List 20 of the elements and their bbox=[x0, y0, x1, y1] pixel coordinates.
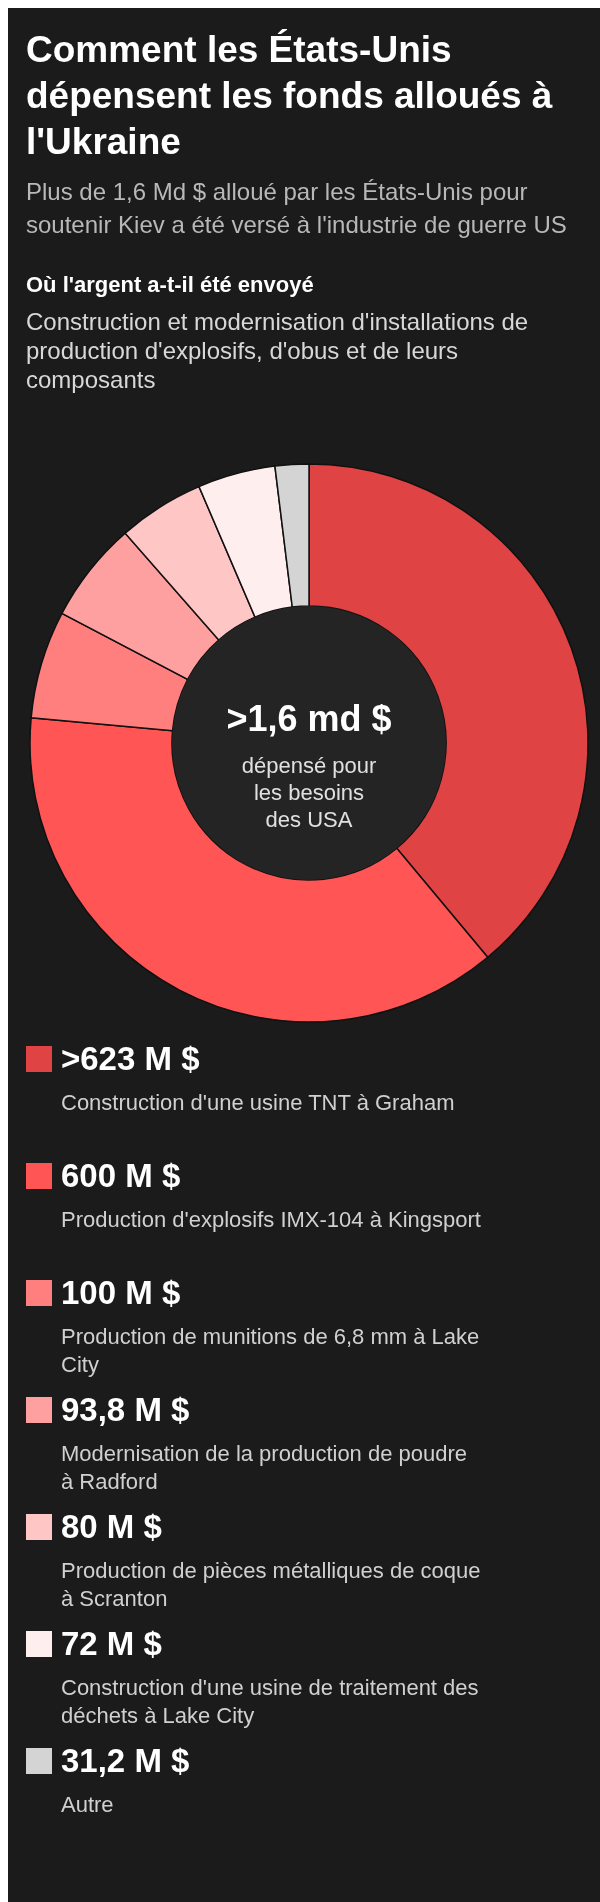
legend-label: Production de pièces métalliques de coque à Scranton bbox=[61, 1558, 481, 1611]
data-label: >623 M $ bbox=[61, 1040, 200, 1077]
text: >1,6 md $ bbox=[226, 698, 392, 739]
legend-label: Production de munitions de 6,8 mm à Lake City bbox=[61, 1324, 480, 1377]
data-label: 80 M $ bbox=[61, 1508, 162, 1545]
legend-label: Construction d'une usine TNT à Graham bbox=[61, 1090, 455, 1115]
data-label: 100 M $ bbox=[61, 1274, 181, 1311]
text: Où l'argent a-t-il été envoyé bbox=[26, 272, 314, 297]
text: dépensé pour les besoins des USA bbox=[241, 753, 377, 832]
data-label: 72 M $ bbox=[61, 1625, 162, 1662]
legend-label: Autre bbox=[61, 1792, 114, 1817]
data-label: 93,8 M $ bbox=[61, 1391, 190, 1428]
chart-subtitle: Plus de 1,6 Md $ alloué par les États-Unis pour soutenir Kiev a été versé à l'industrie de guerre US bbox=[26, 178, 567, 238]
data-label: 31,2 M $ bbox=[61, 1742, 190, 1779]
legend-label: Modernisation de la production de poudre à Radford bbox=[61, 1441, 468, 1494]
text: Construction et modernisation d'installations de production d'explosifs, d'obus et de leurs composants bbox=[26, 308, 529, 393]
legend-label: Construction d'une usine de traitement des déchets à Lake City bbox=[61, 1675, 479, 1728]
legend-label: Production d'explosifs IMX-104 à Kingsport bbox=[61, 1207, 481, 1232]
data-label: 600 M $ bbox=[61, 1157, 181, 1194]
chart-title: Comment les États-Unis dépensent les fonds alloués à l'Ukraine bbox=[26, 29, 553, 162]
